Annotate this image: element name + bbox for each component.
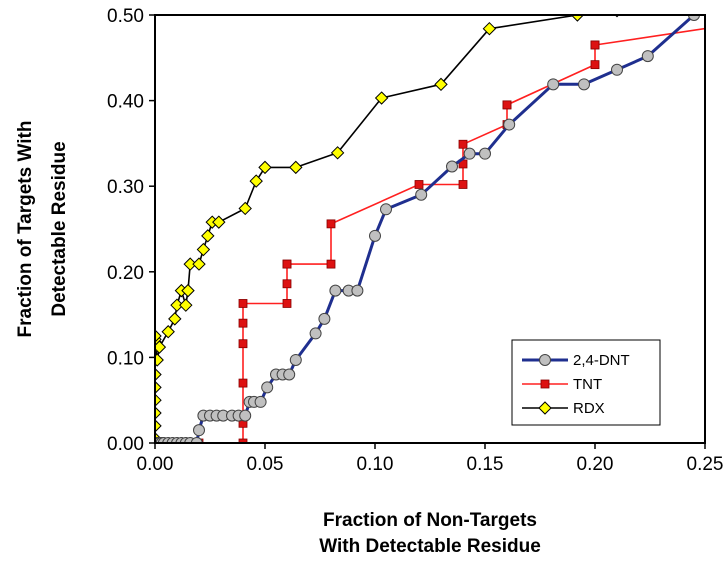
data-point [374, 91, 389, 105]
data-point [326, 259, 336, 269]
y-axis-title-line-1: Fraction of Targets With [15, 121, 36, 338]
data-point [721, 5, 725, 17]
data-point [326, 219, 336, 229]
data-point [155, 419, 162, 433]
data-point [179, 298, 193, 312]
legend-entries: 2,4-DNT TNT RDX [522, 352, 630, 417]
data-point [155, 380, 162, 395]
series-layer [155, 5, 725, 443]
x-tick-label: 0.10 [357, 454, 394, 475]
series-tnt [155, 27, 705, 443]
data-point [351, 284, 364, 297]
data-point [641, 50, 654, 63]
data-point [170, 298, 184, 312]
data-point [590, 60, 600, 70]
data-point [482, 21, 497, 36]
data-point [238, 299, 248, 308]
data-point [238, 318, 248, 328]
data-point [289, 353, 302, 366]
data-point [502, 100, 512, 110]
data-point [168, 312, 182, 326]
x-tick-label: 0.15 [467, 454, 504, 475]
data-point [261, 381, 274, 394]
data-point [238, 378, 248, 388]
plot-area-border [154, 14, 706, 444]
data-point [479, 147, 491, 160]
y-tick-label: 0.30 [107, 177, 144, 198]
x-axis-title-line-2: With Detectable Residue [319, 536, 541, 557]
data-point [415, 188, 428, 201]
legend-marker [540, 379, 550, 389]
data-point [309, 327, 322, 340]
y-axis-title-line-2: Detectable Residue [49, 141, 70, 316]
data-point [282, 299, 292, 308]
data-point [282, 259, 292, 269]
legend-marker [538, 401, 552, 415]
y-tick-label: 0.40 [107, 92, 144, 113]
data-point [238, 438, 248, 443]
data-point [570, 15, 585, 22]
y-tick-label: 0.20 [107, 263, 144, 284]
x-tick-label: 0.20 [577, 454, 614, 475]
y-tick-label: 0.50 [107, 6, 144, 27]
legend-label: 2,4-DNT [573, 352, 630, 369]
y-tick-label: 0.00 [107, 434, 144, 455]
data-point [289, 160, 303, 175]
x-tick-label: 0.05 [247, 454, 284, 475]
data-point [155, 406, 162, 420]
data-point [193, 424, 205, 437]
x-tick-label: 0.25 [687, 454, 724, 475]
data-point [196, 242, 211, 257]
data-point [283, 368, 296, 381]
data-point [161, 325, 175, 339]
series-rdx [155, 5, 725, 443]
legend-box [511, 339, 661, 426]
legend: 2,4-DNT TNT RDX [511, 339, 661, 426]
legend-label: RDX [573, 400, 605, 417]
data-point [155, 353, 164, 367]
data-point [369, 229, 381, 242]
data-point [282, 279, 292, 289]
data-point [458, 180, 468, 189]
series-2-4-dnt [155, 15, 700, 443]
data-point [155, 393, 162, 407]
legend-label: TNT [573, 376, 602, 393]
data-point [414, 180, 424, 189]
data-point [239, 409, 252, 422]
data-point [192, 257, 206, 271]
data-point [434, 77, 448, 92]
data-point [238, 339, 248, 349]
data-point [446, 160, 458, 173]
y-tick-label: 0.10 [107, 348, 144, 369]
x-axis-title-line-1: Fraction of Non-Targets [323, 510, 537, 531]
data-point [155, 329, 162, 343]
data-point [380, 203, 392, 216]
data-point [578, 78, 590, 91]
data-point [611, 63, 623, 76]
axes-layer: 0.00 0.05 0.10 0.15 0.20 0.25 0.00 0.10 0.20 0.30… [107, 6, 723, 475]
data-point [249, 174, 263, 188]
data-point [155, 367, 162, 382]
data-point [318, 312, 331, 325]
data-point [688, 15, 700, 21]
data-point [590, 40, 600, 50]
x-tick-label: 0.00 [137, 454, 174, 475]
data-point [190, 437, 203, 443]
data-point [254, 395, 267, 408]
legend-marker [539, 354, 551, 366]
data-point [329, 284, 342, 297]
data-point [330, 146, 345, 160]
data-point [463, 147, 476, 160]
data-point [183, 257, 197, 271]
data-point [238, 201, 252, 216]
data-point [181, 283, 195, 298]
data-point [258, 160, 272, 175]
data-point [212, 215, 226, 229]
series-line [155, 27, 705, 443]
data-point [547, 78, 560, 91]
data-point [503, 118, 516, 131]
data-point [458, 139, 468, 149]
data-point [201, 229, 215, 243]
